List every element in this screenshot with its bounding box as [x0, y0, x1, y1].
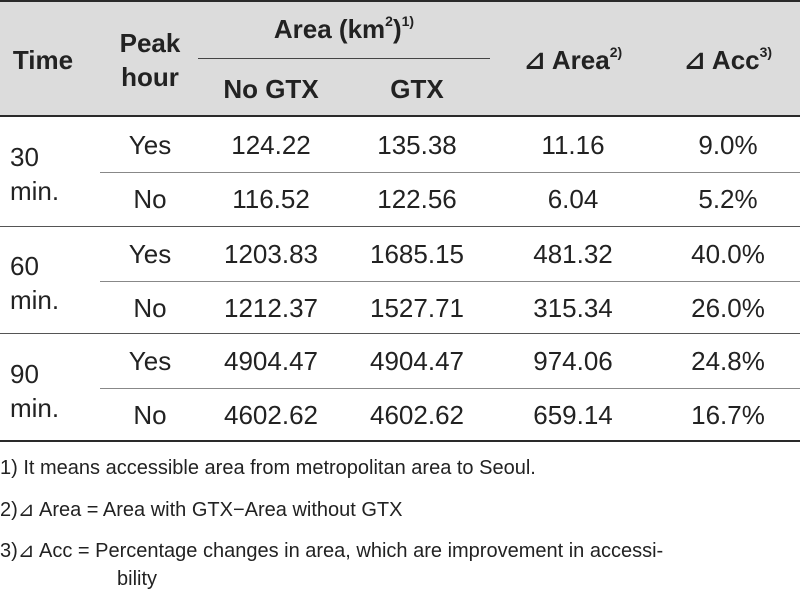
header-peak-hour-line1: Peak	[119, 28, 181, 58]
row-divider	[100, 172, 800, 173]
time-unit: min.	[10, 285, 60, 315]
delta-area-cell: 315.34	[533, 293, 613, 323]
header-area-footnote-mark: 1)	[401, 13, 415, 30]
gtx-cell: 135.38	[377, 130, 457, 160]
group-divider	[0, 226, 800, 227]
header-area-unit-exponent: 2	[385, 13, 393, 30]
header-peak-hour-line2: hour	[121, 62, 179, 92]
table-row: No 1212.37 1527.71 315.34 26.0%	[0, 281, 800, 335]
gtx-cell: 122.56	[377, 184, 457, 214]
header-peak-hour: Peak hour	[100, 26, 200, 94]
header-area: Area (km2)1)	[198, 12, 490, 46]
table-bottom-rule	[0, 440, 800, 442]
header-area-label: Area (km	[273, 14, 386, 44]
time-cell: 90 min.	[10, 357, 59, 425]
peak-hour-cell: No	[133, 400, 167, 430]
delta-acc-cell: 26.0%	[691, 293, 765, 323]
footnote-2: 2)⊿ Area = Area with GTX−Area without GT…	[0, 499, 403, 521]
peak-hour-cell: Yes	[128, 130, 172, 160]
table-row: No 4602.62 4602.62 659.14 16.7%	[0, 388, 800, 442]
table-row: No 116.52 122.56 6.04 5.2%	[0, 172, 800, 226]
no-gtx-cell: 116.52	[232, 184, 310, 214]
time-value: 90	[10, 359, 39, 389]
time-cell: 30 min.	[10, 140, 59, 208]
group-divider	[0, 333, 800, 334]
header-delta-area: ⊿ Area2)	[490, 43, 656, 77]
footnote-3: 3)⊿ Acc = Percentage changes in area, wh…	[0, 540, 664, 562]
time-value: 30	[10, 142, 39, 172]
time-value: 60	[10, 251, 39, 281]
row-divider	[100, 388, 800, 389]
no-gtx-cell: 1212.37	[224, 293, 318, 323]
no-gtx-cell: 4904.47	[224, 346, 318, 376]
peak-hour-cell: Yes	[128, 239, 172, 269]
time-unit: min.	[10, 393, 60, 423]
footnote-3-continuation: bility	[117, 568, 158, 590]
delta-acc-cell: 5.2%	[698, 184, 758, 214]
delta-area-cell: 11.16	[541, 130, 605, 160]
peak-hour-cell: No	[133, 184, 167, 214]
gtx-cell: 1685.15	[370, 239, 464, 269]
delta-acc-cell: 24.8%	[691, 346, 765, 376]
header-time: Time	[12, 45, 74, 75]
gtx-cell: 4602.62	[370, 400, 464, 430]
footnote-1: 1) It means accessible area from metropo…	[0, 457, 536, 479]
delta-area-cell: 974.06	[533, 346, 613, 376]
header-delta-acc-label: ⊿ Acc	[683, 45, 760, 75]
header-gtx: GTX	[390, 74, 444, 104]
table-row: Yes 1203.83 1685.15 481.32 40.0%	[0, 227, 800, 281]
header-delta-area-footnote-mark: 2)	[609, 44, 623, 61]
header-delta-area-label: ⊿ Area	[523, 45, 610, 75]
delta-acc-cell: 40.0%	[691, 239, 765, 269]
header-no-gtx: No GTX	[223, 74, 319, 104]
gtx-cell: 4904.47	[370, 346, 464, 376]
table-row: Yes 124.22 135.38 11.16 9.0%	[0, 118, 800, 172]
no-gtx-cell: 4602.62	[224, 400, 318, 430]
time-unit: min.	[10, 176, 60, 206]
row-divider	[100, 281, 800, 282]
delta-area-cell: 659.14	[533, 400, 613, 430]
peak-hour-cell: No	[133, 293, 167, 323]
header-delta-acc: ⊿ Acc3)	[656, 43, 800, 77]
header-delta-acc-footnote-mark: 3)	[759, 44, 773, 61]
no-gtx-cell: 1203.83	[224, 239, 318, 269]
delta-area-cell: 481.32	[533, 239, 613, 269]
delta-area-cell: 6.04	[547, 184, 599, 214]
header-bottom-rule	[0, 115, 800, 117]
header-area-subrule	[198, 58, 490, 59]
header-area-close: )	[392, 14, 402, 44]
time-cell: 60 min.	[10, 249, 59, 317]
no-gtx-cell: 124.22	[231, 130, 311, 160]
table-row: Yes 4904.47 4904.47 974.06 24.8%	[0, 334, 800, 388]
peak-hour-cell: Yes	[128, 346, 172, 376]
delta-acc-cell: 9.0%	[698, 130, 758, 160]
table-header: Time Peak hour Area (km2)1) No GTX GTX ⊿…	[0, 0, 800, 115]
gtx-cell: 1527.71	[370, 293, 464, 323]
delta-acc-cell: 16.7%	[691, 400, 765, 430]
